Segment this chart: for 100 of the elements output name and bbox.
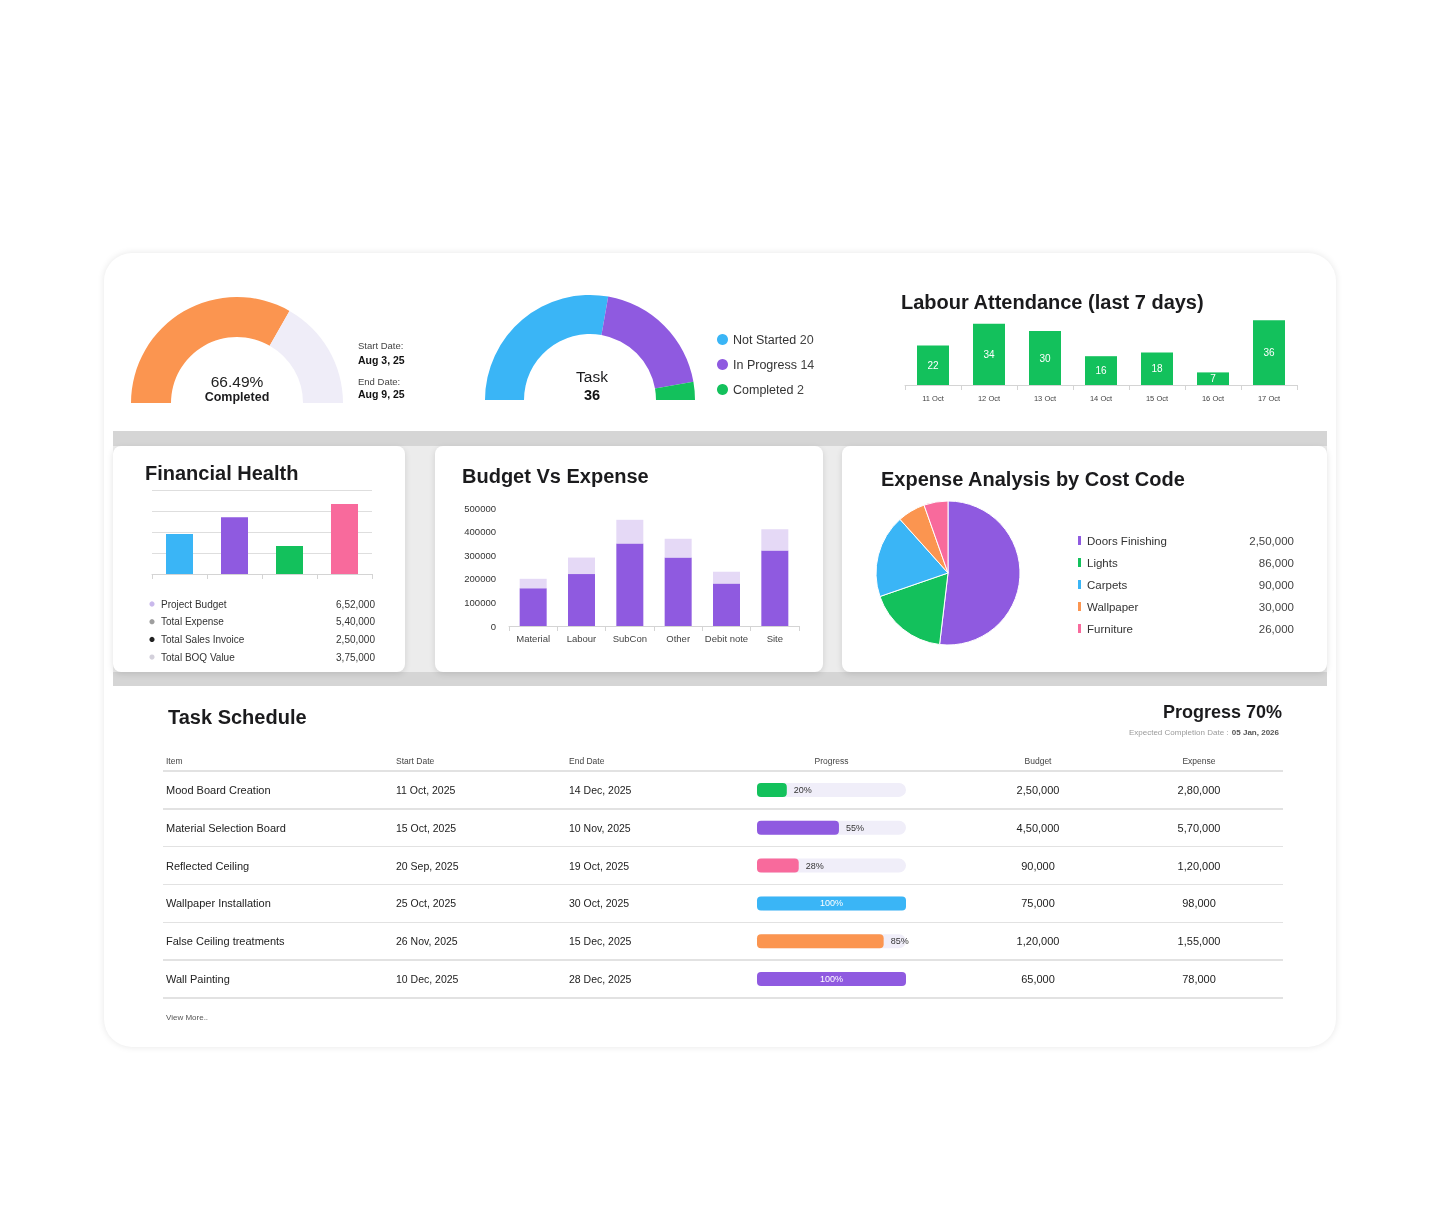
category-label: Project Budget xyxy=(161,598,227,610)
bar xyxy=(221,517,248,574)
text: 10 Dec, 2025 xyxy=(396,973,459,986)
bar xyxy=(713,583,740,626)
text: 75,000 xyxy=(1021,897,1055,910)
text: 25 Oct, 2025 xyxy=(396,897,457,910)
x-tick-label: Other xyxy=(666,632,691,644)
y-tick-label: Wall Painting xyxy=(166,973,230,986)
legend-label: Lights xyxy=(1087,556,1118,569)
data-label: 85% xyxy=(890,936,909,947)
text: Expense xyxy=(1182,756,1216,766)
bar xyxy=(664,557,692,626)
text: 1,20,000 xyxy=(1016,935,1060,948)
legend-label: Completed xyxy=(733,382,794,397)
y-tick-label: Reflected Ceiling xyxy=(166,859,250,872)
category-label: Total BOQ Value xyxy=(161,651,236,663)
y-tick-label: 100000 xyxy=(464,596,496,608)
text: Expected Completion Date : xyxy=(1128,727,1229,737)
text: Task xyxy=(576,367,609,385)
legend-label: Not Started xyxy=(733,332,797,347)
bar xyxy=(519,578,547,589)
data-label: 30,000 xyxy=(1258,600,1294,613)
data-label: 18 xyxy=(1151,363,1163,375)
text: 1,20,000 xyxy=(1177,859,1221,872)
bar xyxy=(276,546,303,574)
text: 5,70,000 xyxy=(1177,821,1221,834)
data-label: 6,52,000 xyxy=(336,598,376,610)
y-tick-label: False Ceiling treatments xyxy=(166,935,286,948)
text: 15 Dec, 2025 xyxy=(569,935,632,948)
data-label: 36 xyxy=(1263,347,1275,359)
text: View More.. xyxy=(166,1012,209,1022)
legend-label: Carpets xyxy=(1087,578,1128,591)
text: 4,50,000 xyxy=(1016,821,1060,834)
data-label: 100% xyxy=(819,974,844,985)
data-label: 2,50,000 xyxy=(1249,534,1294,547)
text: 20 Sep, 2025 xyxy=(396,859,459,872)
text: 11 Oct, 2025 xyxy=(396,783,456,796)
y-tick-label: 500000 xyxy=(464,502,496,514)
data-label: 22 xyxy=(927,359,939,371)
text: 98,000 xyxy=(1182,897,1216,910)
bar xyxy=(757,782,787,797)
category-label: Total Sales Invoice xyxy=(161,633,245,645)
chart-title: Budget Vs Expense xyxy=(462,465,649,487)
text: Start Date xyxy=(396,756,435,766)
text: 26 Nov, 2025 xyxy=(396,935,458,948)
data-label: 55% xyxy=(845,822,864,833)
x-tick-label: Debit note xyxy=(704,632,749,644)
text: 78,000 xyxy=(1182,973,1216,986)
data-label: 3,75,000 xyxy=(336,651,376,663)
legend-label: Doors Finishing xyxy=(1087,534,1167,547)
bar xyxy=(1141,352,1173,385)
x-tick-label: Site xyxy=(766,632,784,644)
data-label: 30 xyxy=(1039,352,1051,364)
data-label: 100% xyxy=(819,898,844,909)
bar xyxy=(761,529,789,551)
bar xyxy=(1197,372,1229,385)
text: 1,55,000 xyxy=(1177,935,1221,948)
text: Budget xyxy=(1024,756,1053,766)
category-label: Total Expense xyxy=(161,616,225,628)
text: 28 Dec, 2025 xyxy=(569,973,632,986)
data-label: 26,000 xyxy=(1258,622,1294,635)
legend-label: Furniture xyxy=(1087,622,1134,635)
text: 2,50,000 xyxy=(1016,783,1060,796)
legend-label: Wallpaper xyxy=(1087,600,1139,613)
bar xyxy=(761,550,789,626)
data-label: 28% xyxy=(805,860,824,871)
data-label: 5,40,000 xyxy=(336,616,376,628)
data-label: 90,000 xyxy=(1258,578,1294,591)
bar xyxy=(917,345,949,385)
data-label: 16 xyxy=(1095,365,1107,377)
bar xyxy=(664,538,692,558)
text: 36 xyxy=(583,387,601,403)
y-tick-label: 0 xyxy=(490,620,496,632)
y-tick-label: 200000 xyxy=(464,573,496,585)
chart-title: Expense Analysis by Cost Code xyxy=(881,468,1185,490)
text: Aug 3, 25 xyxy=(358,354,405,366)
chart-title: Financial Health xyxy=(145,462,299,484)
data-label: 34 xyxy=(983,348,995,360)
text: 65,000 xyxy=(1021,973,1055,986)
text: End Date: xyxy=(358,375,401,387)
bar xyxy=(568,574,595,626)
y-tick-label: Mood Board Creation xyxy=(166,783,271,796)
text: 05 Jan, 2026 xyxy=(1231,727,1280,737)
text: 30 Oct, 2025 xyxy=(569,897,630,910)
x-tick-label: Labour xyxy=(566,632,597,644)
y-tick-label: 300000 xyxy=(464,549,496,561)
bar xyxy=(568,557,595,575)
bar xyxy=(616,519,644,544)
text: 10 Nov, 2025 xyxy=(569,821,631,834)
data-label: 2,50,000 xyxy=(336,633,376,645)
bar xyxy=(616,543,644,626)
text: 15 Oct, 2025 xyxy=(396,821,457,834)
text: Task Schedule xyxy=(168,706,307,728)
data-label: 66.49% xyxy=(210,372,264,390)
y-tick-label: Material Selection Board xyxy=(166,821,286,834)
bar xyxy=(1029,331,1061,385)
text: Start Date: xyxy=(358,339,404,351)
chart-title: Labour Attendance (last 7 days) xyxy=(901,291,1204,313)
data-label: 14 xyxy=(800,357,815,372)
x-axis-title: Progress xyxy=(814,756,849,766)
